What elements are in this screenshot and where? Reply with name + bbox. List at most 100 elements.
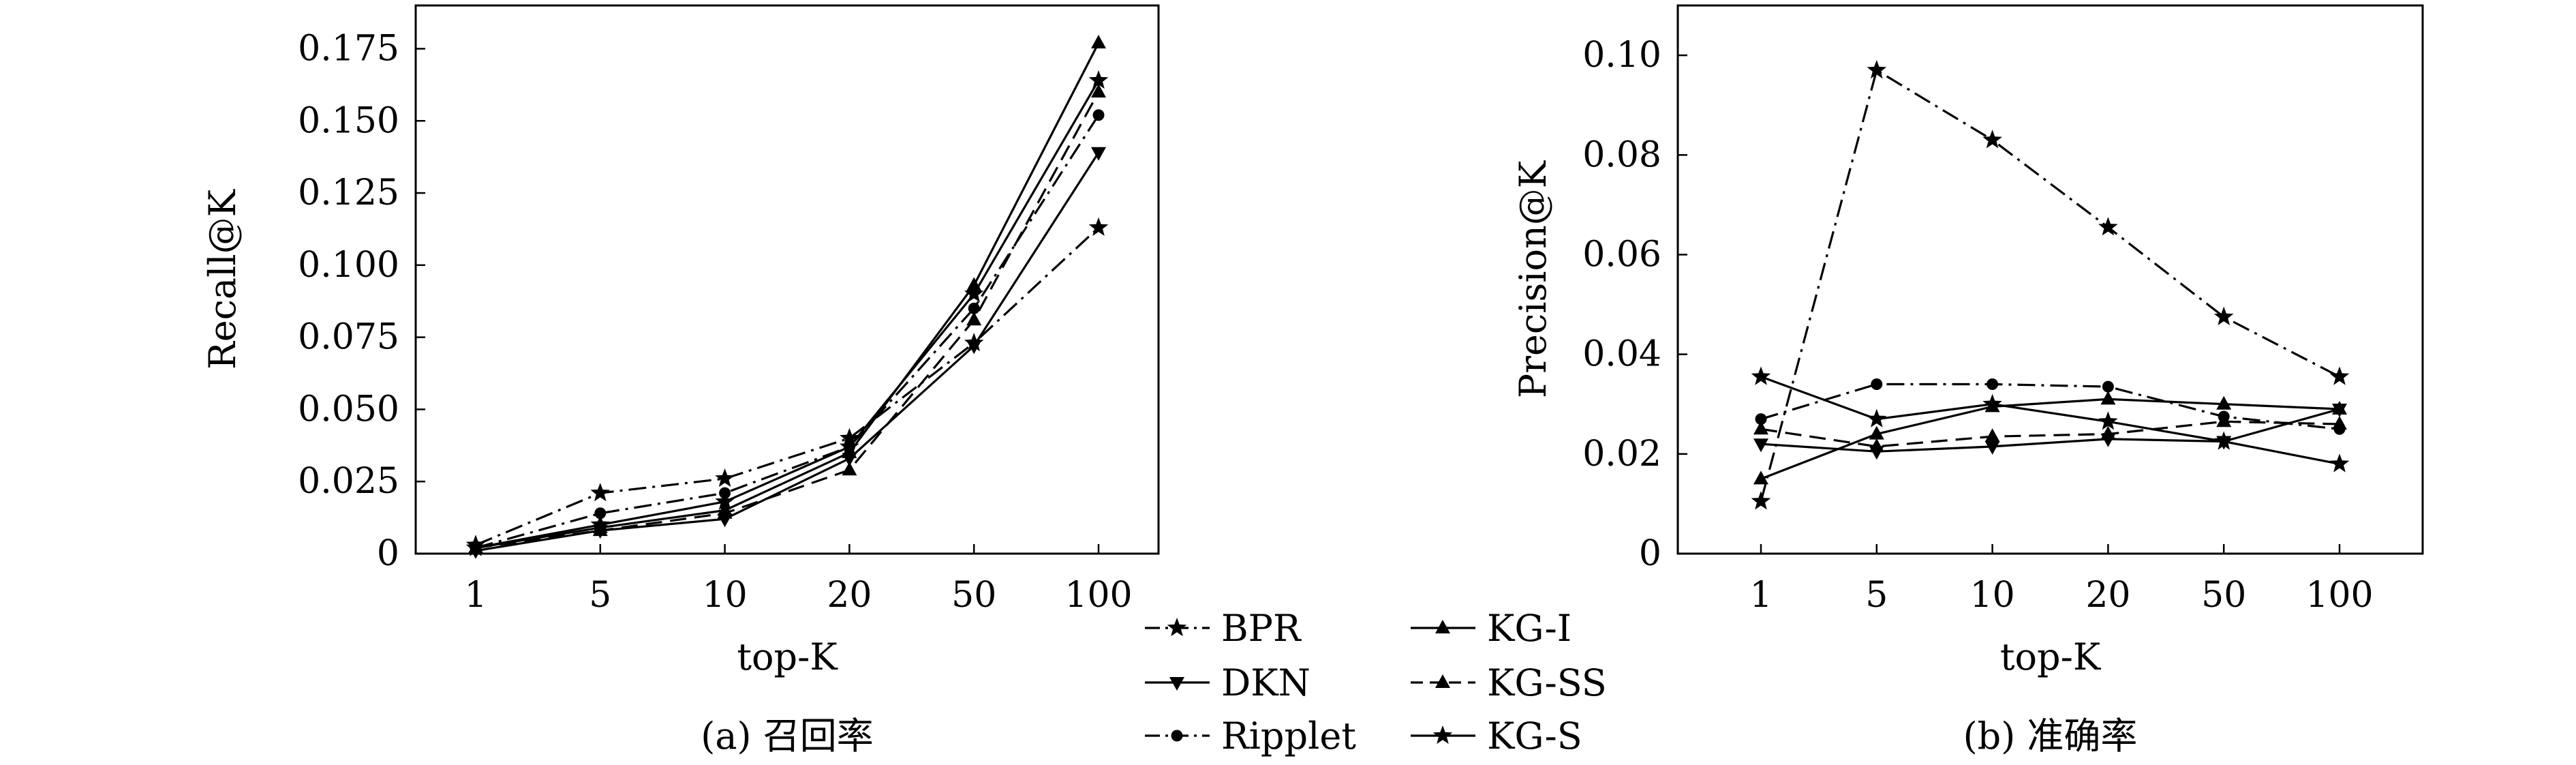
point-kg-i — [2216, 395, 2232, 410]
series-line-bpr — [1760, 69, 2340, 502]
x-tick-label: 50 — [2201, 575, 2246, 616]
y-tick-label: 0.075 — [298, 317, 399, 358]
series-bpr — [1751, 60, 2350, 510]
series-kg-i — [1753, 391, 2347, 485]
x-tick-label: 100 — [2305, 575, 2373, 616]
point-kg-ss — [1984, 428, 2000, 442]
point-kg-ss — [2100, 425, 2116, 440]
legend-marker — [1435, 674, 1450, 688]
legend-item-kg-i: KG-I — [1411, 607, 1571, 650]
point-ripplet — [1092, 109, 1105, 121]
point-kg-ss — [1753, 421, 1768, 435]
series-kg-i — [468, 35, 1106, 554]
x-tick-label: 20 — [827, 575, 872, 616]
y-tick-label: 0.050 — [298, 389, 399, 430]
point-kg-s — [465, 537, 486, 556]
x-tick-label: 1 — [1749, 575, 1772, 616]
point-kg-s — [1751, 366, 1771, 385]
series-bpr — [465, 217, 1109, 554]
x-tick-label: 20 — [2085, 575, 2130, 616]
legend-marker — [1169, 677, 1184, 691]
x-tick-label: 10 — [1970, 575, 2015, 616]
point-kg-s — [715, 491, 735, 510]
point-kg-ss — [1091, 83, 1106, 97]
panel-caption: (b) 准确率 — [1963, 715, 2138, 758]
plot-frame — [1676, 4, 2424, 555]
x-tick-label: 100 — [1064, 575, 1132, 616]
point-kg-ss — [2332, 415, 2347, 430]
point-ripplet — [1871, 378, 1883, 390]
y-axis-label: Recall@K — [201, 188, 244, 370]
series-kg-s — [465, 70, 1109, 556]
recall-chart: 0 0.025 0.050 0.075 0.100 0.125 0.150 0.175 1 5 10… — [201, 4, 1160, 758]
point-dkn — [966, 340, 982, 355]
point-kg-s — [840, 436, 859, 455]
point-ripplet — [1755, 413, 1767, 425]
legend-item-dkn: DKN — [1145, 661, 1310, 704]
point-kg-s — [2098, 411, 2118, 430]
legend-label: KG-S — [1487, 715, 1582, 758]
y-tick-label: 0 — [377, 533, 399, 574]
series-line-ripplet — [475, 114, 1100, 550]
point-kg-s — [1867, 408, 1887, 427]
point-kg-ss — [2216, 413, 2232, 427]
point-kg-ss — [966, 312, 982, 326]
point-dkn — [1984, 440, 2000, 455]
panel-caption: (a) 召回率 — [701, 715, 874, 758]
series-line-kg-s — [475, 80, 1100, 550]
point-kg-i — [1091, 35, 1106, 49]
point-kg-ss — [592, 522, 608, 537]
point-kg-ss — [1869, 438, 1884, 452]
legend-label: BPR — [1221, 607, 1302, 650]
point-kg-i — [1869, 425, 1884, 440]
y-tick-label: 0.08 — [1582, 134, 1661, 175]
point-kg-s — [1088, 70, 1109, 89]
precision-chart: 0 0.02 0.04 0.06 0.08 0.10 1 5 10 20 50 100 top-K Pre… — [1512, 4, 2424, 758]
point-ripplet — [2102, 380, 2114, 393]
point-ripplet — [594, 507, 607, 520]
x-axis-label: top-K — [737, 635, 838, 678]
y-tick-label: 0.10 — [1582, 35, 1661, 76]
point-bpr — [1982, 130, 2002, 149]
point-kg-s — [1982, 393, 2002, 412]
x-tick-label: 5 — [589, 575, 611, 616]
point-bpr — [1751, 491, 1771, 510]
point-kg-i — [2100, 391, 2116, 405]
y-tick-label: 0 — [1639, 533, 1661, 574]
point-ripplet — [968, 302, 980, 314]
point-kg-i — [842, 444, 857, 458]
y-tick-label: 0.100 — [298, 245, 399, 286]
plot-frame — [414, 4, 1160, 555]
point-bpr — [590, 483, 611, 502]
point-bpr — [2098, 217, 2118, 236]
series-ripplet — [470, 109, 1105, 554]
series-line-bpr — [475, 226, 1100, 546]
legend-marker — [1167, 618, 1187, 637]
series-line-ripplet — [1760, 382, 2340, 430]
series-kg-s — [1751, 366, 2350, 472]
legend-marker — [1435, 620, 1450, 633]
y-tick-label: 0.175 — [298, 28, 399, 69]
legend: BPR KG-I DKN KG-SS Ripplet KG-S — [1145, 607, 1607, 758]
point-bpr — [2213, 306, 2234, 325]
series-line-dkn — [1760, 408, 2340, 453]
point-bpr — [1867, 60, 1887, 79]
point-kg-i — [1753, 470, 1768, 485]
point-bpr — [1088, 217, 1109, 236]
point-dkn — [1753, 438, 1768, 453]
legend-item-bpr: BPR — [1145, 607, 1302, 650]
point-kg-ss — [842, 462, 857, 476]
point-kg-s — [590, 514, 611, 533]
legend-item-ripplet: Ripplet — [1145, 715, 1356, 758]
y-tick-label: 0.125 — [298, 172, 399, 213]
legend-item-kg-s: KG-S — [1411, 715, 1582, 758]
y-axis-label: Precision@K — [1512, 160, 1554, 398]
point-ripplet — [1987, 378, 1999, 390]
series-line-kg-i — [475, 42, 1100, 550]
point-kg-s — [964, 284, 984, 303]
series-line-dkn — [475, 151, 1100, 552]
point-kg-i — [2332, 401, 2347, 415]
x-tick-label: 10 — [703, 575, 748, 616]
point-dkn — [1091, 147, 1106, 161]
